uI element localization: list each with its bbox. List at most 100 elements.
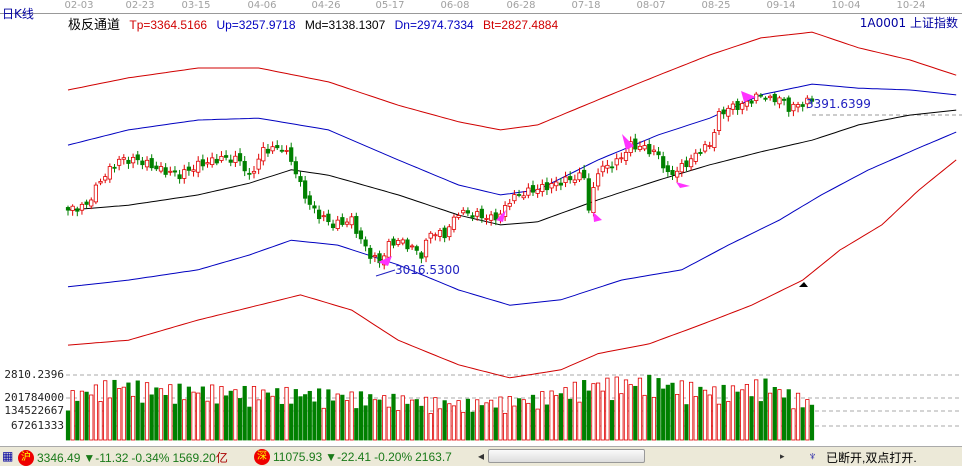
volume-bar (103, 380, 108, 441)
period-label[interactable]: 日K线 (2, 7, 34, 21)
candle (177, 174, 182, 180)
sh-market[interactable]: 沪 3346.49 ▼ -11.32 -0.34% 1569.20 亿 (18, 449, 231, 466)
volume-bar (637, 377, 643, 441)
volume-bar (684, 404, 689, 441)
band-md-line (67, 109, 957, 226)
candle (786, 97, 791, 112)
volume-bar (437, 408, 443, 441)
volume-bar (130, 395, 136, 441)
candle (98, 181, 103, 184)
candle (675, 170, 680, 178)
volume-bar (809, 404, 815, 441)
volume-bar (289, 403, 294, 441)
candle (693, 152, 698, 162)
volume-bar (498, 396, 503, 441)
candle (540, 184, 545, 192)
scroll-right-icon[interactable]: ▸ (780, 451, 785, 461)
volume-bar (716, 403, 722, 441)
kline-chart[interactable]: 3391.6399 3016.5300 (0, 0, 962, 446)
volume-bar (177, 383, 182, 441)
volume-bar (149, 394, 154, 441)
candle (303, 180, 308, 199)
candle (619, 157, 624, 160)
sz-market[interactable]: 深 11075.93 ▼ -22.41 -0.20% 2163.7 (254, 449, 455, 465)
candle (312, 205, 317, 209)
candle (572, 179, 577, 183)
volume-bar (70, 390, 75, 441)
scroll-left-icon[interactable]: ◂ (478, 449, 485, 463)
volume-bar (805, 399, 810, 441)
indicator-md: Md=3138.1307 (304, 18, 386, 32)
volume-bar (577, 401, 582, 441)
volume-bar (563, 387, 568, 441)
volume-bar (270, 395, 275, 441)
volume-bar (349, 391, 354, 441)
volume-bar (340, 394, 345, 441)
volume-bar (354, 408, 359, 441)
candle (261, 147, 266, 162)
unit: 亿 (215, 451, 228, 465)
sz-amount: 2163.7 (415, 450, 452, 464)
volume-bar (396, 410, 401, 441)
volume-bar (358, 391, 364, 441)
candle (530, 185, 536, 193)
candle (321, 215, 326, 218)
candle (791, 103, 796, 112)
sz-index: 11075.93 (273, 450, 323, 464)
volume-bar (777, 389, 782, 441)
volume-bar (516, 398, 522, 441)
indicator-name[interactable]: 极反通道 (68, 17, 121, 32)
candle (809, 98, 815, 102)
volume-bar (414, 399, 419, 441)
volume-bar (465, 398, 471, 441)
candle (475, 211, 480, 217)
volume-bar (586, 390, 591, 441)
candle (526, 187, 531, 196)
volume-bar (609, 400, 615, 441)
volume-bar (368, 394, 373, 441)
candle (214, 158, 219, 164)
volume-bar (191, 391, 196, 441)
volume-bar (791, 408, 796, 441)
volume-bar (479, 405, 484, 441)
candle (493, 212, 498, 221)
band-dn-line (67, 131, 957, 306)
volume-bar (623, 379, 629, 441)
candle (409, 245, 415, 248)
volume-bar (600, 390, 605, 441)
date-tick: 04-06 (247, 0, 277, 11)
candle (233, 155, 238, 163)
candle (442, 227, 447, 239)
volume-bar (614, 376, 619, 441)
indicator-header: 极反通道 Tp=3364.5166 Up=3257.9718 Md=3138.1… (68, 14, 564, 33)
candle (372, 255, 378, 258)
volume-bar (321, 407, 326, 441)
candle (465, 210, 471, 214)
candle (237, 153, 243, 162)
date-tick: 05-17 (375, 0, 405, 11)
candle (456, 215, 461, 218)
volume-bar (470, 411, 475, 441)
candle (568, 176, 573, 181)
candle (600, 165, 605, 173)
candle (172, 170, 178, 173)
candle (386, 241, 391, 258)
volume-bar (526, 402, 531, 441)
volume-bar (186, 386, 191, 441)
candle (633, 138, 638, 150)
volume-bar (312, 401, 317, 441)
candle (135, 154, 140, 161)
calendar-icon[interactable]: ▦ (2, 449, 14, 463)
volume-bar (651, 396, 657, 441)
volume-bar (461, 411, 466, 441)
candle (210, 157, 215, 166)
scrollbar[interactable] (488, 449, 645, 463)
candle (437, 229, 443, 237)
volume-bar (372, 399, 378, 441)
candle (647, 143, 652, 155)
connection-status[interactable]: 已断开,双点打开. (826, 451, 917, 465)
candle (270, 146, 275, 152)
volume-bar (182, 399, 187, 441)
candle (275, 145, 280, 149)
indicator-dn: Dn=2974.7334 (394, 18, 474, 32)
